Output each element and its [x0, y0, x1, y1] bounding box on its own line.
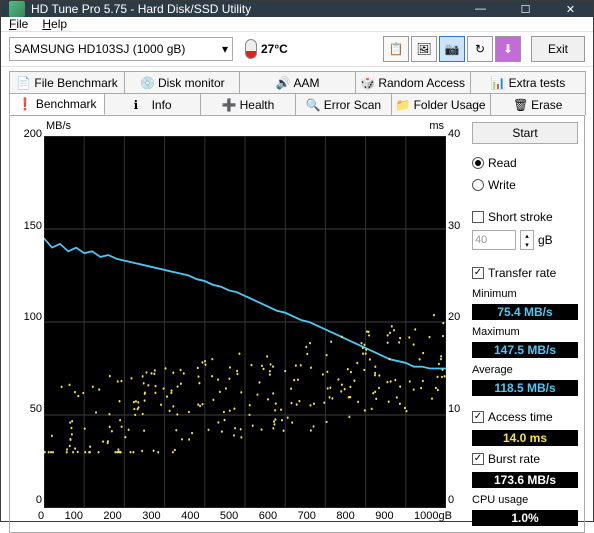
access-time-checkbox[interactable]: [472, 411, 484, 423]
avg-label: Average: [472, 364, 578, 376]
exit-button[interactable]: Exit: [531, 36, 585, 62]
refresh-icon[interactable]: ↻: [467, 36, 493, 62]
y-left-ticks: 200150100500: [16, 122, 44, 506]
tab-icon: 🔊: [276, 76, 290, 90]
camera-icon[interactable]: 📷: [439, 36, 465, 62]
tab-health[interactable]: ➕Health: [200, 93, 296, 115]
drive-select[interactable]: SAMSUNG HD103SJ (1000 gB) ▾: [9, 37, 233, 61]
tabs-area: 📄File Benchmark💿Disk monitor🔊AAM🎲Random …: [1, 67, 593, 115]
read-radio[interactable]: [472, 157, 484, 169]
stroke-input-row: 40 ▴▾ gB: [472, 230, 578, 250]
thermometer-icon: [245, 39, 257, 59]
tab-file-benchmark[interactable]: 📄File Benchmark: [9, 71, 125, 93]
tab-icon: ➕: [222, 98, 236, 112]
write-radio-row[interactable]: Write: [472, 176, 578, 194]
tab-icon: 🎲: [360, 76, 374, 90]
chart-units: MB/s ms: [44, 120, 446, 134]
tab-aam[interactable]: 🔊AAM: [239, 71, 355, 93]
tab-icon: 💿: [140, 76, 154, 90]
cpu-value: 1.0%: [472, 510, 578, 526]
short-stroke-row[interactable]: Short stroke: [472, 208, 578, 226]
avg-value: 118.5 MB/s: [472, 380, 578, 396]
tab-row-lower: ❗BenchmarkℹInfo➕Health🔍Error Scan📁Folder…: [9, 93, 585, 115]
transfer-rate-checkbox[interactable]: [472, 267, 484, 279]
menu-file[interactable]: File: [9, 17, 28, 31]
chart-canvas: [44, 136, 446, 508]
transfer-rate-row[interactable]: Transfer rate: [472, 264, 578, 282]
tab-icon: 🗑: [513, 98, 527, 112]
stroke-spinner[interactable]: ▴▾: [520, 230, 534, 250]
toolbar-icons: 📋 🖼 📷 ↻ ⬇: [383, 36, 521, 62]
content: MB/s ms 200150100500 403020100 010020030…: [9, 115, 585, 533]
y-right-unit: ms: [429, 120, 444, 134]
app-icon: [9, 1, 25, 17]
stroke-value-input[interactable]: 40: [472, 230, 516, 250]
tab-extra-tests[interactable]: 📊Extra tests: [470, 71, 586, 93]
maximize-button[interactable]: ☐: [503, 1, 548, 17]
chart-area: MB/s ms 200150100500 403020100 010020030…: [16, 122, 466, 526]
max-value: 147.5 MB/s: [472, 342, 578, 358]
access-time-row[interactable]: Access time: [472, 408, 578, 426]
sidebar: Start Read Write Short stroke 40 ▴▾ gB T…: [472, 122, 578, 526]
chevron-down-icon: ▾: [222, 42, 228, 56]
tab-icon: 📄: [16, 76, 30, 90]
tab-random-access[interactable]: 🎲Random Access: [355, 71, 471, 93]
app-window: HD Tune Pro 5.75 - Hard Disk/SSD Utility…: [0, 0, 594, 522]
start-button[interactable]: Start: [472, 122, 578, 144]
menubar: File Help: [1, 17, 593, 32]
screenshot-icon[interactable]: 🖼: [411, 36, 437, 62]
tab-icon: 📁: [396, 98, 410, 112]
y-right-ticks: 403020100: [446, 122, 466, 506]
toolbar: SAMSUNG HD103SJ (1000 gB) ▾ 27°C 📋 🖼 📷 ↻…: [1, 32, 593, 67]
window-title: HD Tune Pro 5.75 - Hard Disk/SSD Utility: [31, 2, 458, 16]
menu-help[interactable]: Help: [42, 17, 67, 31]
min-value: 75.4 MB/s: [472, 304, 578, 320]
min-label: Minimum: [472, 288, 578, 300]
titlebar-controls: — ☐ ✕: [458, 1, 593, 17]
tab-info[interactable]: ℹInfo: [104, 93, 200, 115]
max-label: Maximum: [472, 326, 578, 338]
write-radio[interactable]: [472, 179, 484, 191]
burst-value: 173.6 MB/s: [472, 472, 578, 488]
burst-rate-checkbox[interactable]: [472, 453, 484, 465]
x-ticks: 01002003004005006007008009001000gB: [38, 510, 452, 526]
tab-icon: 📊: [491, 76, 505, 90]
read-radio-row[interactable]: Read: [472, 154, 578, 172]
tab-icon: ❗: [18, 97, 32, 111]
tab-icon: 🔍: [306, 98, 320, 112]
tab-disk-monitor[interactable]: 💿Disk monitor: [124, 71, 240, 93]
copy-icon[interactable]: 📋: [383, 36, 409, 62]
y-left-unit: MB/s: [46, 120, 71, 134]
tab-error-scan[interactable]: 🔍Error Scan: [295, 93, 391, 115]
drive-name: SAMSUNG HD103SJ (1000 gB): [14, 42, 185, 56]
titlebar: HD Tune Pro 5.75 - Hard Disk/SSD Utility…: [1, 1, 593, 17]
tab-erase[interactable]: 🗑Erase: [490, 93, 586, 115]
tab-folder-usage[interactable]: 📁Folder Usage: [391, 93, 491, 115]
burst-rate-row[interactable]: Burst rate: [472, 450, 578, 468]
close-button[interactable]: ✕: [548, 1, 593, 17]
tab-benchmark[interactable]: ❗Benchmark: [9, 93, 105, 115]
temperature: 27°C: [245, 39, 288, 59]
minimize-button[interactable]: —: [458, 1, 503, 17]
tab-icon: ℹ: [134, 98, 148, 112]
short-stroke-checkbox[interactable]: [472, 211, 484, 223]
tab-row-upper: 📄File Benchmark💿Disk monitor🔊AAM🎲Random …: [9, 71, 585, 93]
cpu-label: CPU usage: [472, 494, 578, 506]
access-value: 14.0 ms: [472, 430, 578, 446]
save-icon[interactable]: ⬇: [495, 36, 521, 62]
temp-value: 27°C: [261, 42, 288, 56]
